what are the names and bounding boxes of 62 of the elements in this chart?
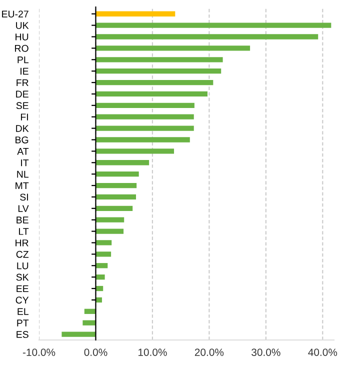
- y-tick-label: BE: [16, 216, 28, 224]
- y-tick-label: IE: [20, 68, 28, 75]
- y-tick-label: PT: [17, 320, 29, 326]
- bar: [96, 182, 137, 188]
- bar: [96, 171, 139, 177]
- bar: [96, 126, 194, 131]
- bar: [62, 332, 96, 337]
- y-tick-label: UK: [16, 22, 29, 29]
- y-tick-label: HR: [16, 240, 28, 246]
- y-tick-label: CY: [16, 296, 29, 304]
- bar: [96, 137, 190, 142]
- bar: [96, 68, 222, 74]
- y-tick-label: HU: [16, 34, 28, 40]
- bar: [96, 91, 208, 97]
- y-tick-label: DE: [16, 90, 28, 98]
- bar: [96, 194, 136, 200]
- x-tick-label: 30.0%: [252, 348, 280, 356]
- y-tick-label: MT: [16, 182, 29, 190]
- bar: [96, 148, 174, 154]
- x-tick-label: 0.0%: [84, 348, 108, 356]
- bar: [96, 206, 133, 211]
- y-tick-label: SI: [20, 194, 28, 201]
- bar: [96, 263, 108, 268]
- y-tick-label: EL: [18, 308, 29, 315]
- y-tick-label: EE: [16, 285, 28, 292]
- bar: [96, 114, 194, 120]
- y-tick-label: SE: [16, 102, 28, 110]
- y-tick-label: FI: [20, 114, 28, 120]
- bar: [96, 160, 150, 166]
- y-tick-label: SK: [16, 274, 29, 281]
- bar: [82, 320, 96, 326]
- y-tick-label: LT: [19, 228, 29, 235]
- y-tick-label: ES: [16, 331, 28, 338]
- x-tick-label: 10.0%: [138, 348, 167, 356]
- bar: [84, 308, 96, 314]
- bar: [96, 46, 250, 51]
- y-tick-label: IT: [21, 159, 29, 166]
- y-tick-label: BG: [16, 136, 28, 144]
- bar: [96, 57, 223, 62]
- bar: [96, 228, 124, 234]
- y-tick-label: EU-27: [2, 10, 28, 18]
- bar: [96, 240, 112, 246]
- bar: [96, 34, 318, 40]
- bar: [96, 252, 112, 257]
- bar: [96, 274, 105, 280]
- y-tick-label: FR: [16, 79, 28, 86]
- x-tick-label: -10.0%: [22, 348, 56, 356]
- bar: [96, 22, 332, 28]
- y-tick-label: NL: [17, 170, 29, 178]
- y-tick-label: LU: [17, 262, 28, 270]
- y-tick-label: AT: [17, 148, 29, 155]
- bar: [96, 11, 176, 16]
- x-tick-label: 20.0%: [194, 348, 224, 356]
- y-tick-label: DK: [16, 125, 29, 132]
- bar: [96, 102, 194, 108]
- y-tick-label: RO: [15, 44, 28, 52]
- y-tick-label: CZ: [16, 250, 29, 258]
- bar: [96, 80, 214, 86]
- y-tick-label: PL: [18, 56, 29, 64]
- bar: [96, 217, 124, 222]
- x-tick-label: 40.0%: [308, 348, 338, 356]
- y-tick-label: LV: [18, 205, 29, 212]
